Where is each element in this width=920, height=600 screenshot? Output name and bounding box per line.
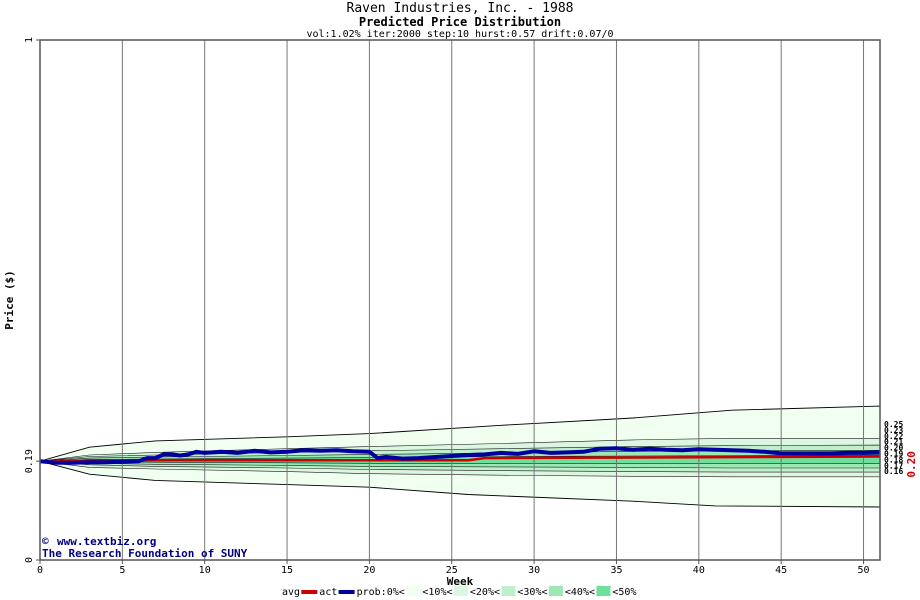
legend-label-2: prob:0%<: [357, 587, 405, 598]
legend-swatch-7: [596, 586, 611, 596]
legend: avg act prob:0%< <10%< <20%< <30%< <40%< <50%: [282, 586, 636, 598]
series-lines: [39, 446, 881, 465]
y-tick-label-0.19: 0.19: [24, 449, 35, 473]
legend-label-3: <10%<: [422, 587, 452, 598]
right-label-0: 0.25: [884, 420, 903, 429]
legend-line-avg: [301, 590, 318, 594]
y-axis-ticks: 0 0.19 1: [24, 37, 40, 563]
legend-label-4: <20%<: [470, 587, 500, 598]
y-tick-label-0: 0: [24, 557, 35, 563]
right-label-4: 0.20: [884, 444, 903, 453]
last-price-label: 0.20: [905, 451, 918, 478]
x-tick-label-30: 30: [528, 565, 540, 576]
chart-title: Raven Industries, Inc. - 1988: [347, 1, 574, 16]
chart-subtitle: Predicted Price Distribution: [359, 15, 561, 29]
legend-label-6: <40%<: [565, 587, 595, 598]
watermark-site: www.textbiz.org: [57, 535, 156, 548]
chart-params: vol:1.02% iter:2000 step:10 hurst:0.57 d…: [306, 29, 613, 40]
copyright-symbol: ©: [42, 535, 49, 548]
x-tick-label-35: 35: [610, 565, 622, 576]
x-tick-label-5: 5: [119, 565, 125, 576]
legend-swatch-3: [406, 586, 421, 596]
right-label-8: 0.16: [884, 467, 903, 476]
x-tick-label-0: 0: [37, 565, 43, 576]
grid: [121, 40, 865, 560]
legend-label-7: <50%: [612, 587, 636, 598]
series-line-act: [39, 446, 881, 465]
x-tick-label-50: 50: [858, 565, 870, 576]
legend-swatch-6: [548, 586, 563, 596]
right-label-3: 0.21: [884, 438, 903, 447]
x-axis-ticks: 0 5 10 15 20 25 30 35 40 45 50: [37, 560, 870, 576]
legend-swatch-4: [453, 586, 468, 596]
legend-swatch-5: [501, 586, 516, 596]
x-tick-label-25: 25: [446, 565, 458, 576]
y-axis-label: Price ($): [3, 270, 16, 330]
legend-line-act: [338, 590, 355, 594]
legend-label-1: act: [319, 587, 337, 598]
x-tick-label-45: 45: [775, 565, 787, 576]
x-tick-label-15: 15: [281, 565, 293, 576]
y-tick-label-1: 1: [24, 37, 35, 43]
legend-label-0: avg: [282, 587, 300, 598]
legend-label-5: <30%<: [517, 587, 547, 598]
right-label-1: 0.23: [884, 426, 903, 435]
watermark-org: The Research Foundation of SUNY: [42, 547, 248, 560]
right-band-labels: 0.250.230.220.210.200.190.180.170.16: [884, 420, 903, 476]
right-label-5: 0.19: [884, 450, 903, 459]
right-label-2: 0.22: [884, 432, 903, 441]
plot-frame: [39, 39, 881, 561]
x-tick-label-10: 10: [199, 565, 211, 576]
x-axis-label: Week: [447, 575, 474, 588]
right-label-6: 0.18: [884, 455, 903, 464]
right-label-7: 0.17: [884, 461, 903, 470]
watermark: © www.textbiz.org The Research Foundatio…: [42, 535, 248, 560]
x-tick-label-20: 20: [363, 565, 375, 576]
x-tick-label-40: 40: [693, 565, 705, 576]
